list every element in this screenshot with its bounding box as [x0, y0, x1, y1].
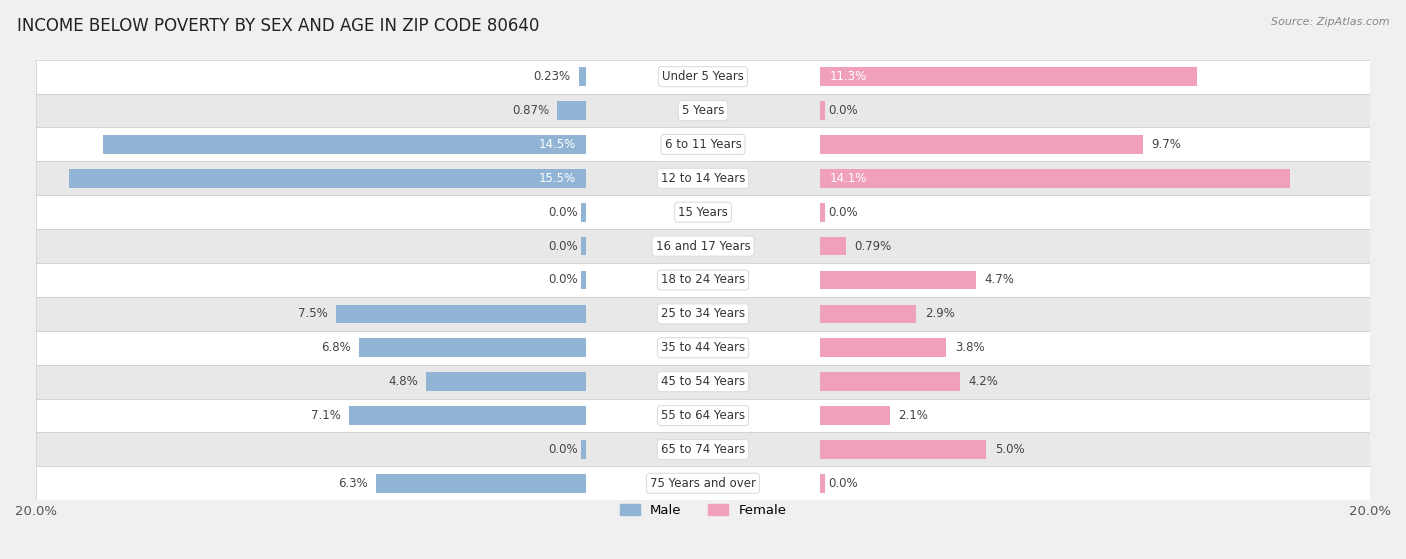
- Bar: [579, 67, 586, 86]
- Text: 3.8%: 3.8%: [955, 341, 984, 354]
- Bar: [581, 440, 586, 459]
- Text: 4.8%: 4.8%: [388, 375, 418, 388]
- Bar: [557, 101, 586, 120]
- Bar: [820, 169, 1289, 188]
- Text: 4.7%: 4.7%: [984, 273, 1015, 287]
- Bar: [377, 474, 586, 492]
- Text: 0.0%: 0.0%: [828, 206, 858, 219]
- Bar: [426, 372, 586, 391]
- Bar: [360, 338, 586, 357]
- Bar: [37, 60, 1369, 93]
- Text: 14.5%: 14.5%: [538, 138, 576, 151]
- Text: 75 Years and over: 75 Years and over: [650, 477, 756, 490]
- Text: 0.0%: 0.0%: [548, 443, 578, 456]
- Bar: [820, 305, 917, 323]
- Bar: [820, 67, 1197, 86]
- Text: 2.9%: 2.9%: [925, 307, 955, 320]
- Bar: [37, 93, 1369, 127]
- Text: 0.0%: 0.0%: [548, 273, 578, 287]
- Bar: [820, 101, 825, 120]
- Bar: [820, 440, 987, 459]
- Text: 7.1%: 7.1%: [311, 409, 342, 422]
- Text: 6 to 11 Years: 6 to 11 Years: [665, 138, 741, 151]
- Text: 15.5%: 15.5%: [538, 172, 576, 185]
- Bar: [69, 169, 586, 188]
- Bar: [360, 338, 586, 357]
- Text: 12 to 14 Years: 12 to 14 Years: [661, 172, 745, 185]
- Bar: [350, 406, 586, 425]
- Text: 0.0%: 0.0%: [828, 477, 858, 490]
- Bar: [37, 127, 1369, 162]
- Text: INCOME BELOW POVERTY BY SEX AND AGE IN ZIP CODE 80640: INCOME BELOW POVERTY BY SEX AND AGE IN Z…: [17, 17, 540, 35]
- Bar: [350, 406, 586, 425]
- Bar: [37, 331, 1369, 364]
- Bar: [103, 135, 586, 154]
- Bar: [37, 162, 1369, 195]
- Bar: [336, 305, 586, 323]
- Bar: [37, 195, 1369, 229]
- Bar: [820, 203, 825, 221]
- Bar: [37, 433, 1369, 466]
- Bar: [336, 305, 586, 323]
- Text: 2.1%: 2.1%: [898, 409, 928, 422]
- Text: 6.8%: 6.8%: [322, 341, 352, 354]
- Text: 0.0%: 0.0%: [548, 240, 578, 253]
- Text: 0.79%: 0.79%: [855, 240, 891, 253]
- Bar: [820, 474, 825, 492]
- Bar: [37, 229, 1369, 263]
- Bar: [37, 399, 1369, 433]
- Text: 15 Years: 15 Years: [678, 206, 728, 219]
- Bar: [377, 474, 586, 492]
- Bar: [581, 237, 586, 255]
- Text: 35 to 44 Years: 35 to 44 Years: [661, 341, 745, 354]
- Legend: Male, Female: Male, Female: [614, 498, 792, 522]
- Text: 0.23%: 0.23%: [533, 70, 571, 83]
- Text: 0.0%: 0.0%: [548, 206, 578, 219]
- Bar: [579, 67, 586, 86]
- Text: 5 Years: 5 Years: [682, 104, 724, 117]
- Text: 9.7%: 9.7%: [1152, 138, 1181, 151]
- Bar: [37, 297, 1369, 331]
- Text: 11.3%: 11.3%: [830, 70, 868, 83]
- Bar: [820, 135, 1143, 154]
- Bar: [581, 271, 586, 290]
- Text: 16 and 17 Years: 16 and 17 Years: [655, 240, 751, 253]
- Text: 18 to 24 Years: 18 to 24 Years: [661, 273, 745, 287]
- Bar: [581, 203, 586, 221]
- Text: 0.0%: 0.0%: [828, 104, 858, 117]
- Bar: [103, 135, 586, 154]
- Text: Under 5 Years: Under 5 Years: [662, 70, 744, 83]
- Bar: [426, 372, 586, 391]
- Bar: [820, 237, 846, 255]
- Bar: [820, 271, 977, 290]
- Bar: [820, 372, 960, 391]
- Text: 4.2%: 4.2%: [969, 375, 998, 388]
- Bar: [820, 406, 890, 425]
- Bar: [557, 101, 586, 120]
- Text: 55 to 64 Years: 55 to 64 Years: [661, 409, 745, 422]
- Bar: [69, 169, 586, 188]
- Text: Source: ZipAtlas.com: Source: ZipAtlas.com: [1271, 17, 1389, 27]
- Text: 6.3%: 6.3%: [337, 477, 368, 490]
- Bar: [37, 466, 1369, 500]
- Text: 0.87%: 0.87%: [512, 104, 548, 117]
- Text: 25 to 34 Years: 25 to 34 Years: [661, 307, 745, 320]
- Bar: [820, 338, 946, 357]
- Text: 14.1%: 14.1%: [830, 172, 868, 185]
- Text: 7.5%: 7.5%: [298, 307, 328, 320]
- Text: 45 to 54 Years: 45 to 54 Years: [661, 375, 745, 388]
- Bar: [37, 263, 1369, 297]
- Text: 65 to 74 Years: 65 to 74 Years: [661, 443, 745, 456]
- Text: 5.0%: 5.0%: [995, 443, 1025, 456]
- Bar: [37, 364, 1369, 399]
